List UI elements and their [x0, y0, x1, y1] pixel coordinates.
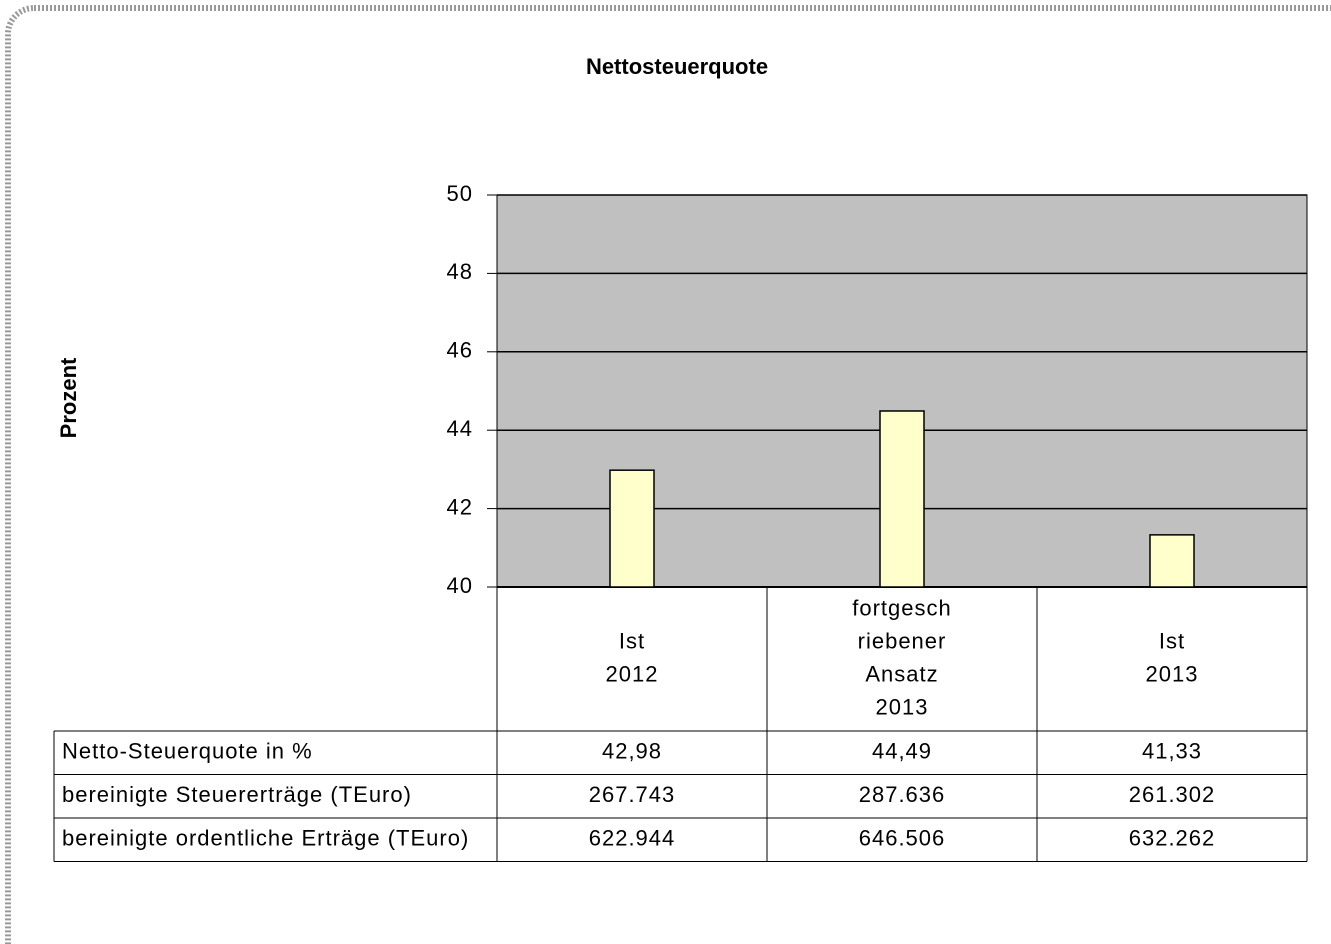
x-tick-label: 2013 — [876, 694, 929, 719]
x-tick-label: riebener — [858, 628, 947, 653]
bar — [879, 410, 925, 588]
bar — [1149, 534, 1195, 588]
table-cell: 261.302 — [1129, 782, 1216, 807]
y-tick-label: 48 — [447, 259, 473, 284]
row-label: bereinigte Steuererträge (TEuro) — [62, 782, 412, 807]
y-tick-label: 44 — [447, 416, 473, 441]
data-label: 44,49 — [872, 739, 932, 764]
x-tick-label: Ansatz — [865, 661, 938, 686]
y-tick-label: 42 — [447, 494, 473, 519]
table-cell: 622.944 — [589, 826, 676, 851]
x-tick-label: 2013 — [1146, 661, 1199, 686]
y-tick-label: 50 — [447, 181, 473, 206]
table-cell: 632.262 — [1129, 826, 1216, 851]
data-label: 41,33 — [1142, 739, 1202, 764]
x-tick-label: Ist — [619, 628, 645, 653]
table-cell: 287.636 — [859, 782, 946, 807]
x-tick-label: Ist — [1159, 628, 1185, 653]
y-tick-label: 40 — [447, 573, 473, 598]
y-tick-label: 46 — [447, 338, 473, 363]
table-cell: 646.506 — [859, 826, 946, 851]
y-axis-label: Prozent — [56, 357, 81, 438]
bar — [609, 469, 655, 588]
x-tick-label: 2012 — [606, 661, 659, 686]
table-cell: 267.743 — [589, 782, 676, 807]
chart-title: Nettosteuerquote — [586, 54, 768, 79]
legend-entry: Netto-Steuerquote in % — [62, 739, 313, 764]
data-label: 42,98 — [602, 739, 662, 764]
x-tick-label: fortgesch — [852, 595, 952, 620]
row-label: bereinigte ordentliche Erträge (TEuro) — [62, 826, 469, 851]
